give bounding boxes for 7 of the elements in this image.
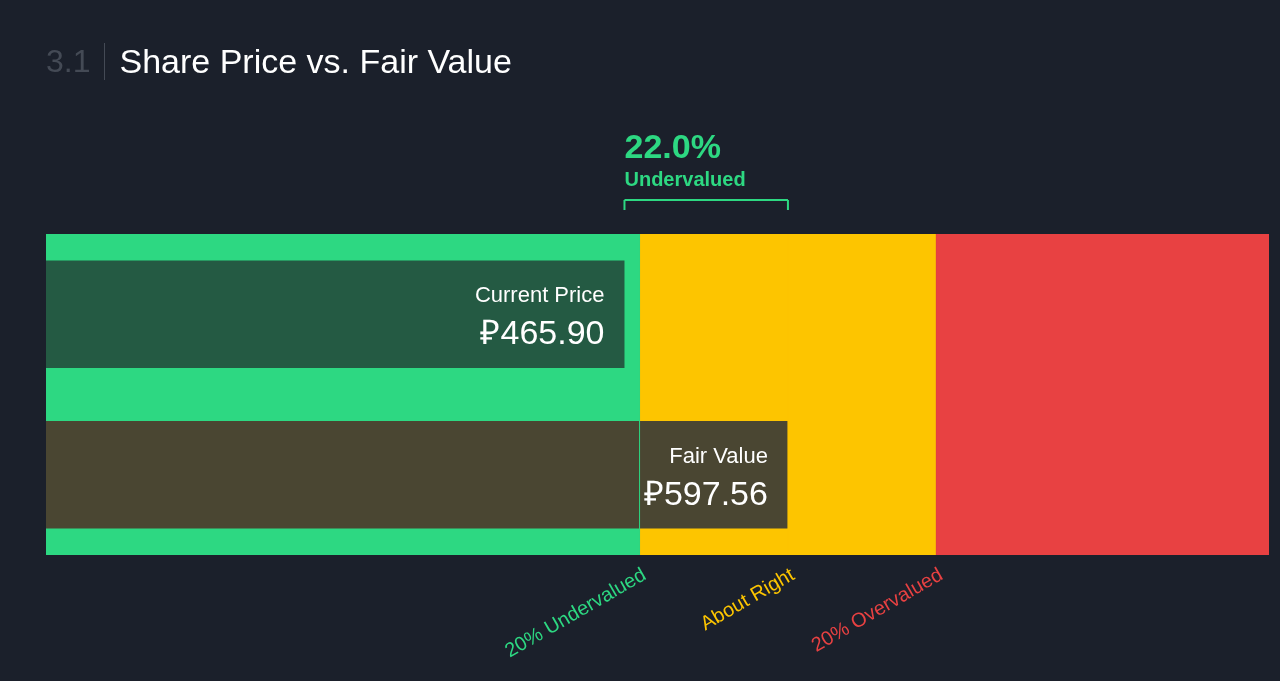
data-label: ₽597.56 <box>643 473 768 512</box>
text: Undervalued <box>624 168 746 190</box>
y-tick-label: Fair Value <box>669 442 768 468</box>
data-label: ₽465.90 <box>480 313 605 352</box>
y-tick-label: Current Price <box>474 282 605 308</box>
chart-title: Share Price vs. Fair Value <box>118 42 512 81</box>
text: 22.0% <box>624 127 721 165</box>
